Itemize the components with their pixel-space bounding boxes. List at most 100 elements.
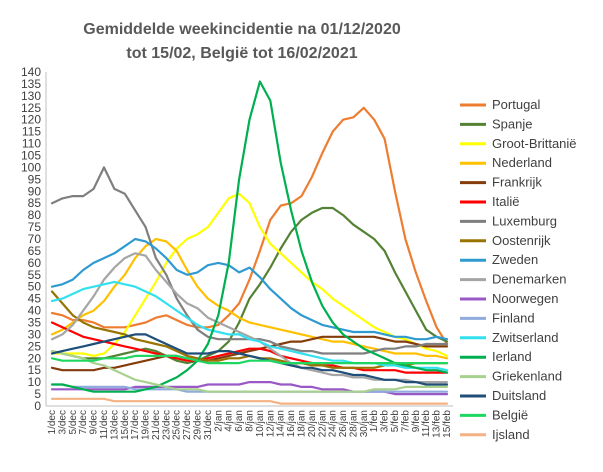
x-axis: 1/dec 3/dec 5/dec 7/dec 9/dec 11/dec 13/dec 15/…: [46, 405, 453, 440]
y-tick-label: 55: [28, 268, 42, 282]
legend-label-belgi-: België: [492, 407, 528, 422]
x-tick-label: 3/dec: [57, 410, 68, 434]
y-tick-label: 95: [28, 172, 42, 186]
x-tick-label: 1/dec: [47, 410, 58, 434]
x-tick-label: 22/jan: [317, 410, 328, 437]
y-tick-label: 115: [22, 125, 41, 139]
legend-label-spanje: Spanje: [492, 116, 532, 131]
y-tick-label: 60: [28, 256, 42, 270]
x-tick-label: 11/feb: [421, 410, 432, 437]
series-line-zweden: [50, 237, 449, 341]
x-tick-label: 15/dec: [120, 410, 131, 440]
x-tick-label: 9/feb: [411, 410, 422, 433]
legend-label-frankrijk: Frankrijk: [492, 175, 542, 190]
legend-label-denemarken: Denemarken: [492, 272, 566, 287]
legend-label-zweden: Zweden: [492, 252, 538, 267]
x-tick-label: 5/dec: [68, 410, 79, 434]
y-tick-label: 70: [28, 232, 42, 246]
x-tick-label: 24/jan: [328, 410, 339, 437]
y-tick-label: 35: [28, 316, 42, 330]
chart-title-line-2: tot 15/02, België tot 16/02/2021: [126, 45, 357, 62]
y-tick-label: 85: [28, 196, 42, 210]
y-tick-label: 45: [28, 292, 42, 306]
y-tick-label: 100: [21, 160, 41, 174]
legend: Portugal Spanje Groot-Brittanië Nederland Fr…: [460, 97, 577, 442]
series-line-portugal: [50, 106, 449, 346]
x-tick-label: 6/jan: [234, 410, 245, 432]
y-axis: 0510152025303540455055606570758085909510…: [21, 65, 47, 413]
y-tick-label: 110: [22, 137, 41, 151]
x-tick-label: 23/dec: [161, 410, 172, 440]
legend-label-oostenrijk: Oostenrijk: [492, 233, 551, 248]
y-tick-label: 80: [28, 208, 42, 222]
x-tick-label: 1/feb: [369, 410, 380, 433]
legend-label-zwitserland: Zwitserland: [492, 330, 558, 345]
x-tick-label: 7/dec: [78, 410, 89, 434]
legend-label-duitsland: Duitsland: [492, 388, 546, 403]
y-tick-label: 30: [28, 327, 42, 341]
x-tick-label: 3/feb: [380, 410, 391, 433]
x-tick-label: 2/jan: [213, 410, 224, 432]
x-tick-label: 19/dec: [141, 410, 152, 440]
y-tick-label: 125: [21, 101, 41, 115]
series-line-duitsland: [50, 333, 449, 386]
x-tick-label: 15/feb: [442, 410, 453, 438]
legend-label-finland: Finland: [492, 310, 535, 325]
series-line-griekenland: [50, 350, 449, 393]
x-tick-label: 27/dec: [182, 410, 193, 440]
x-tick-label: 12/jan: [265, 410, 276, 437]
y-tick-label: 130: [21, 89, 41, 103]
series-line-groot-brittani-: [50, 192, 449, 357]
legend-label-itali-: Italië: [492, 194, 519, 209]
x-tick-label: 7/feb: [400, 410, 411, 433]
y-tick-label: 0: [34, 399, 41, 413]
x-tick-label: 18/jan: [296, 410, 307, 437]
chart-title-line-1: Gemiddelde weekincidentie na 01/12/2020: [83, 21, 401, 38]
x-tick-label: 4/jan: [224, 410, 235, 432]
x-tick-label: 29/dec: [193, 410, 204, 440]
x-tick-label: 26/jan: [338, 410, 349, 437]
legend-label-nederland: Nederland: [492, 155, 552, 170]
x-tick-label: 20/jan: [307, 410, 318, 437]
x-tick-label: 11/dec: [99, 410, 110, 439]
y-tick-label: 120: [21, 113, 41, 127]
x-tick-label: 21/dec: [151, 410, 162, 440]
y-tick-label: 15: [28, 363, 42, 377]
legend-label-ierland: Ierland: [492, 349, 532, 364]
x-tick-label: 10/jan: [255, 410, 266, 437]
y-tick-label: 25: [28, 339, 42, 353]
y-tick-label: 20: [28, 351, 42, 365]
series-line-belgi-: [50, 354, 449, 365]
plot-series: [50, 80, 449, 405]
x-tick-label: 5/feb: [390, 410, 401, 433]
x-tick-label: 30/jan: [359, 410, 370, 437]
x-tick-label: 13/feb: [432, 410, 443, 438]
x-tick-label: 14/jan: [276, 410, 287, 437]
x-tick-label: 8/jan: [245, 410, 256, 432]
y-tick-label: 90: [28, 184, 42, 198]
x-tick-label: 31/dec: [203, 410, 214, 440]
x-tick-label: 17/dec: [130, 410, 141, 440]
y-tick-label: 10: [28, 375, 42, 389]
y-tick-label: 50: [28, 280, 42, 294]
y-tick-label: 5: [34, 387, 41, 401]
x-tick-label: 16/jan: [286, 410, 297, 437]
y-tick-label: 135: [21, 77, 41, 91]
legend-label-groot-brittani-: Groot-Brittanië: [492, 136, 577, 151]
series-line-ierland: [50, 80, 449, 393]
series-line-frankrijk: [50, 335, 449, 372]
legend-label-ijsland: Ijsland: [492, 427, 530, 442]
series-line-itali-: [50, 321, 449, 374]
legend-label-portugal: Portugal: [492, 97, 541, 112]
y-tick-label: 75: [28, 220, 42, 234]
x-tick-label: 25/dec: [172, 410, 183, 440]
y-tick-label: 140: [21, 65, 41, 79]
legend-label-luxemburg: Luxemburg: [492, 213, 557, 228]
series-line-zwitserland: [50, 280, 449, 372]
x-tick-label: 13/dec: [109, 410, 120, 440]
legend-label-noorwegen: Noorwegen: [492, 291, 559, 306]
y-tick-label: 105: [21, 149, 41, 163]
x-tick-label: 9/dec: [89, 410, 100, 434]
series-line-luxemburg: [50, 166, 449, 355]
